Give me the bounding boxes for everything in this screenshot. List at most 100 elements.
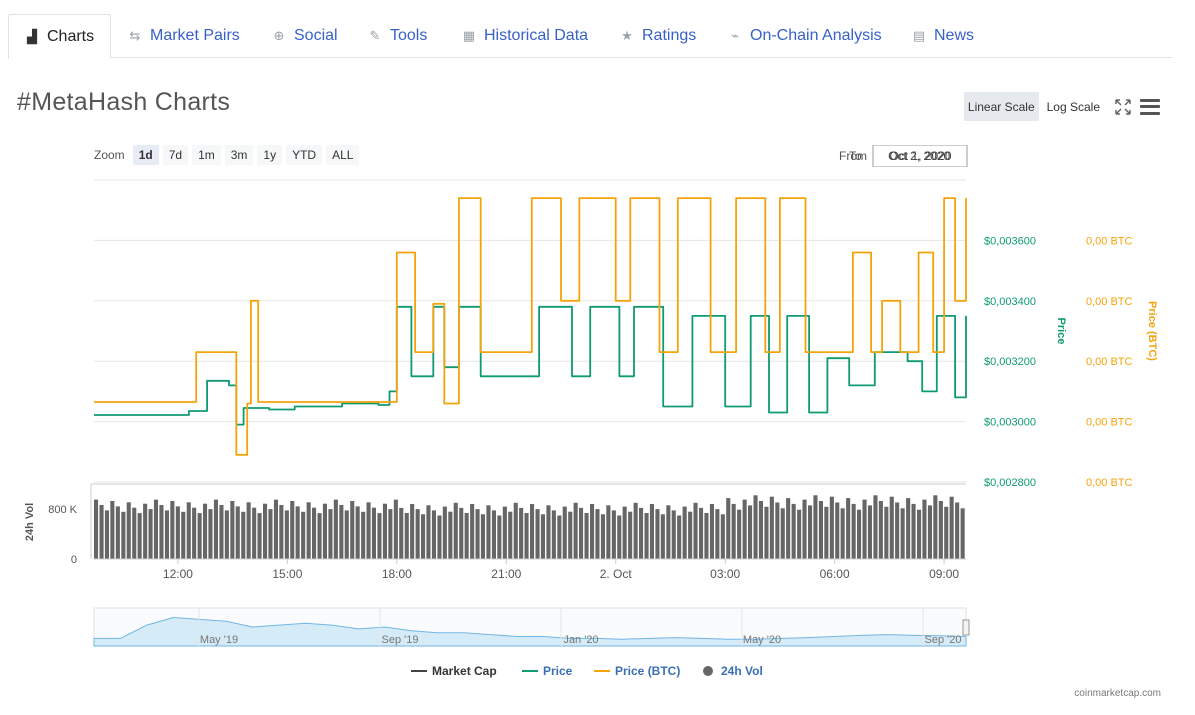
volume-bar bbox=[595, 509, 600, 559]
volume-bar bbox=[600, 514, 605, 559]
volume-bar bbox=[922, 499, 927, 559]
volume-bar bbox=[540, 514, 545, 559]
volume-bar bbox=[519, 507, 524, 559]
volume-bar bbox=[164, 510, 169, 559]
price-tick-label: $0,003400 bbox=[984, 296, 1036, 308]
volume-bar bbox=[671, 510, 676, 559]
volume-bar bbox=[644, 513, 649, 559]
volume-bar bbox=[622, 506, 627, 559]
volume-bar bbox=[944, 506, 949, 559]
volume-bar bbox=[573, 502, 578, 560]
volume-bar bbox=[431, 510, 436, 559]
tab-social[interactable]: ⊕ Social bbox=[272, 14, 338, 58]
volume-bar bbox=[459, 507, 464, 559]
volume-bar bbox=[655, 509, 660, 559]
zoom-3m-button[interactable]: 3m bbox=[224, 145, 254, 165]
volume-bar bbox=[137, 513, 142, 559]
swap-icon: ⇆ bbox=[129, 28, 141, 43]
document-icon: ▤ bbox=[912, 28, 926, 43]
zoom-ytd-button[interactable]: YTD bbox=[286, 145, 323, 165]
volume-bar bbox=[415, 509, 420, 559]
zoom-1y-button[interactable]: 1y bbox=[257, 145, 283, 165]
volume-bar bbox=[726, 498, 731, 559]
volume-bar bbox=[426, 505, 431, 559]
zoom-1d-button[interactable]: 1d bbox=[132, 145, 159, 165]
tab-historical-data[interactable]: ▦ Historical Data bbox=[462, 14, 588, 58]
volume-bar bbox=[333, 499, 338, 559]
tab-label: Ratings bbox=[642, 27, 697, 44]
navigator-tick-label: Sep '20 bbox=[925, 634, 962, 646]
navigator-tick-label: May '20 bbox=[743, 634, 781, 646]
menu-icon[interactable] bbox=[1140, 98, 1160, 115]
volume-bar bbox=[688, 511, 693, 559]
volume-bar bbox=[835, 502, 840, 559]
volume-tick-label: 0 bbox=[71, 554, 77, 566]
zoom-label: Zoom bbox=[94, 148, 125, 162]
volume-bar bbox=[829, 496, 834, 559]
volume-bar bbox=[241, 511, 246, 559]
star-icon: ★ bbox=[621, 28, 633, 43]
volume-bar bbox=[475, 509, 480, 559]
volume-bar bbox=[568, 511, 573, 559]
volume-bar bbox=[715, 509, 720, 559]
to-label: To bbox=[849, 149, 862, 163]
tab-ratings[interactable]: ★ Ratings bbox=[620, 14, 696, 58]
volume-bar bbox=[824, 506, 829, 559]
zoom-7d-button[interactable]: 7d bbox=[162, 145, 189, 165]
volume-bar bbox=[557, 515, 562, 559]
volume-bar bbox=[846, 498, 851, 559]
btc-axis-title: Price (BTC) bbox=[1146, 301, 1158, 361]
volume-bar bbox=[633, 502, 638, 560]
volume-bar bbox=[355, 506, 360, 559]
x-tick-label: 2. Oct bbox=[600, 567, 633, 581]
volume-bar bbox=[906, 498, 911, 559]
volume-bar bbox=[110, 501, 115, 559]
credit-link[interactable]: coinmarketcap.com bbox=[1074, 688, 1161, 699]
tab-market-pairs[interactable]: ⇆ Market Pairs bbox=[128, 14, 240, 58]
volume-bar bbox=[546, 505, 551, 559]
tab-charts[interactable]: ▟ Charts bbox=[8, 14, 112, 59]
volume-bar bbox=[949, 496, 954, 559]
volume-bar bbox=[699, 507, 704, 559]
tab-news[interactable]: ▤ News bbox=[912, 14, 974, 58]
volume-bar bbox=[731, 503, 736, 559]
zoom-all-button[interactable]: ALL bbox=[326, 145, 360, 165]
line-chart-icon: ⌁ bbox=[731, 28, 739, 43]
log-scale-button[interactable]: Log Scale bbox=[1046, 99, 1100, 114]
volume-bar bbox=[393, 499, 398, 559]
volume-bar bbox=[862, 499, 867, 559]
tab-label: Market Pairs bbox=[150, 27, 240, 44]
volume-bar bbox=[660, 514, 665, 559]
volume-bar bbox=[279, 505, 284, 559]
volume-bar bbox=[404, 513, 409, 559]
volume-bar bbox=[693, 502, 698, 560]
to-date-input[interactable]: Oct 2, 2020 bbox=[871, 145, 967, 167]
volume-bar bbox=[295, 506, 300, 559]
volume-bar bbox=[143, 503, 148, 559]
volume-bar bbox=[361, 511, 366, 559]
volume-bar bbox=[590, 504, 595, 559]
fullscreen-icon[interactable] bbox=[1114, 98, 1132, 116]
volume-bar bbox=[230, 501, 235, 559]
volume-bar bbox=[639, 507, 644, 559]
volume-bar bbox=[382, 503, 387, 559]
price-tick-label: $0,003600 bbox=[984, 235, 1036, 247]
linear-scale-button[interactable]: Linear Scale bbox=[963, 92, 1039, 121]
volume-bar bbox=[818, 501, 823, 559]
volume-bar bbox=[927, 505, 932, 559]
volume-bar bbox=[224, 510, 229, 559]
volume-bar bbox=[873, 495, 878, 560]
tab-on-chain-analysis[interactable]: ⌁ On-Chain Analysis bbox=[728, 14, 882, 58]
tab-tools[interactable]: ✎ Tools bbox=[368, 14, 428, 58]
volume-bar bbox=[94, 499, 99, 559]
tab-label: Tools bbox=[390, 27, 428, 44]
volume-bar bbox=[148, 509, 153, 559]
zoom-1m-button[interactable]: 1m bbox=[192, 145, 221, 165]
volume-bar bbox=[491, 510, 496, 559]
navigator-tick-label: Jan '20 bbox=[563, 634, 598, 646]
volume-bar bbox=[742, 499, 747, 559]
volume-bar bbox=[938, 501, 943, 559]
price-tick-label: $0,002800 bbox=[984, 477, 1036, 489]
volume-bar bbox=[617, 515, 622, 559]
